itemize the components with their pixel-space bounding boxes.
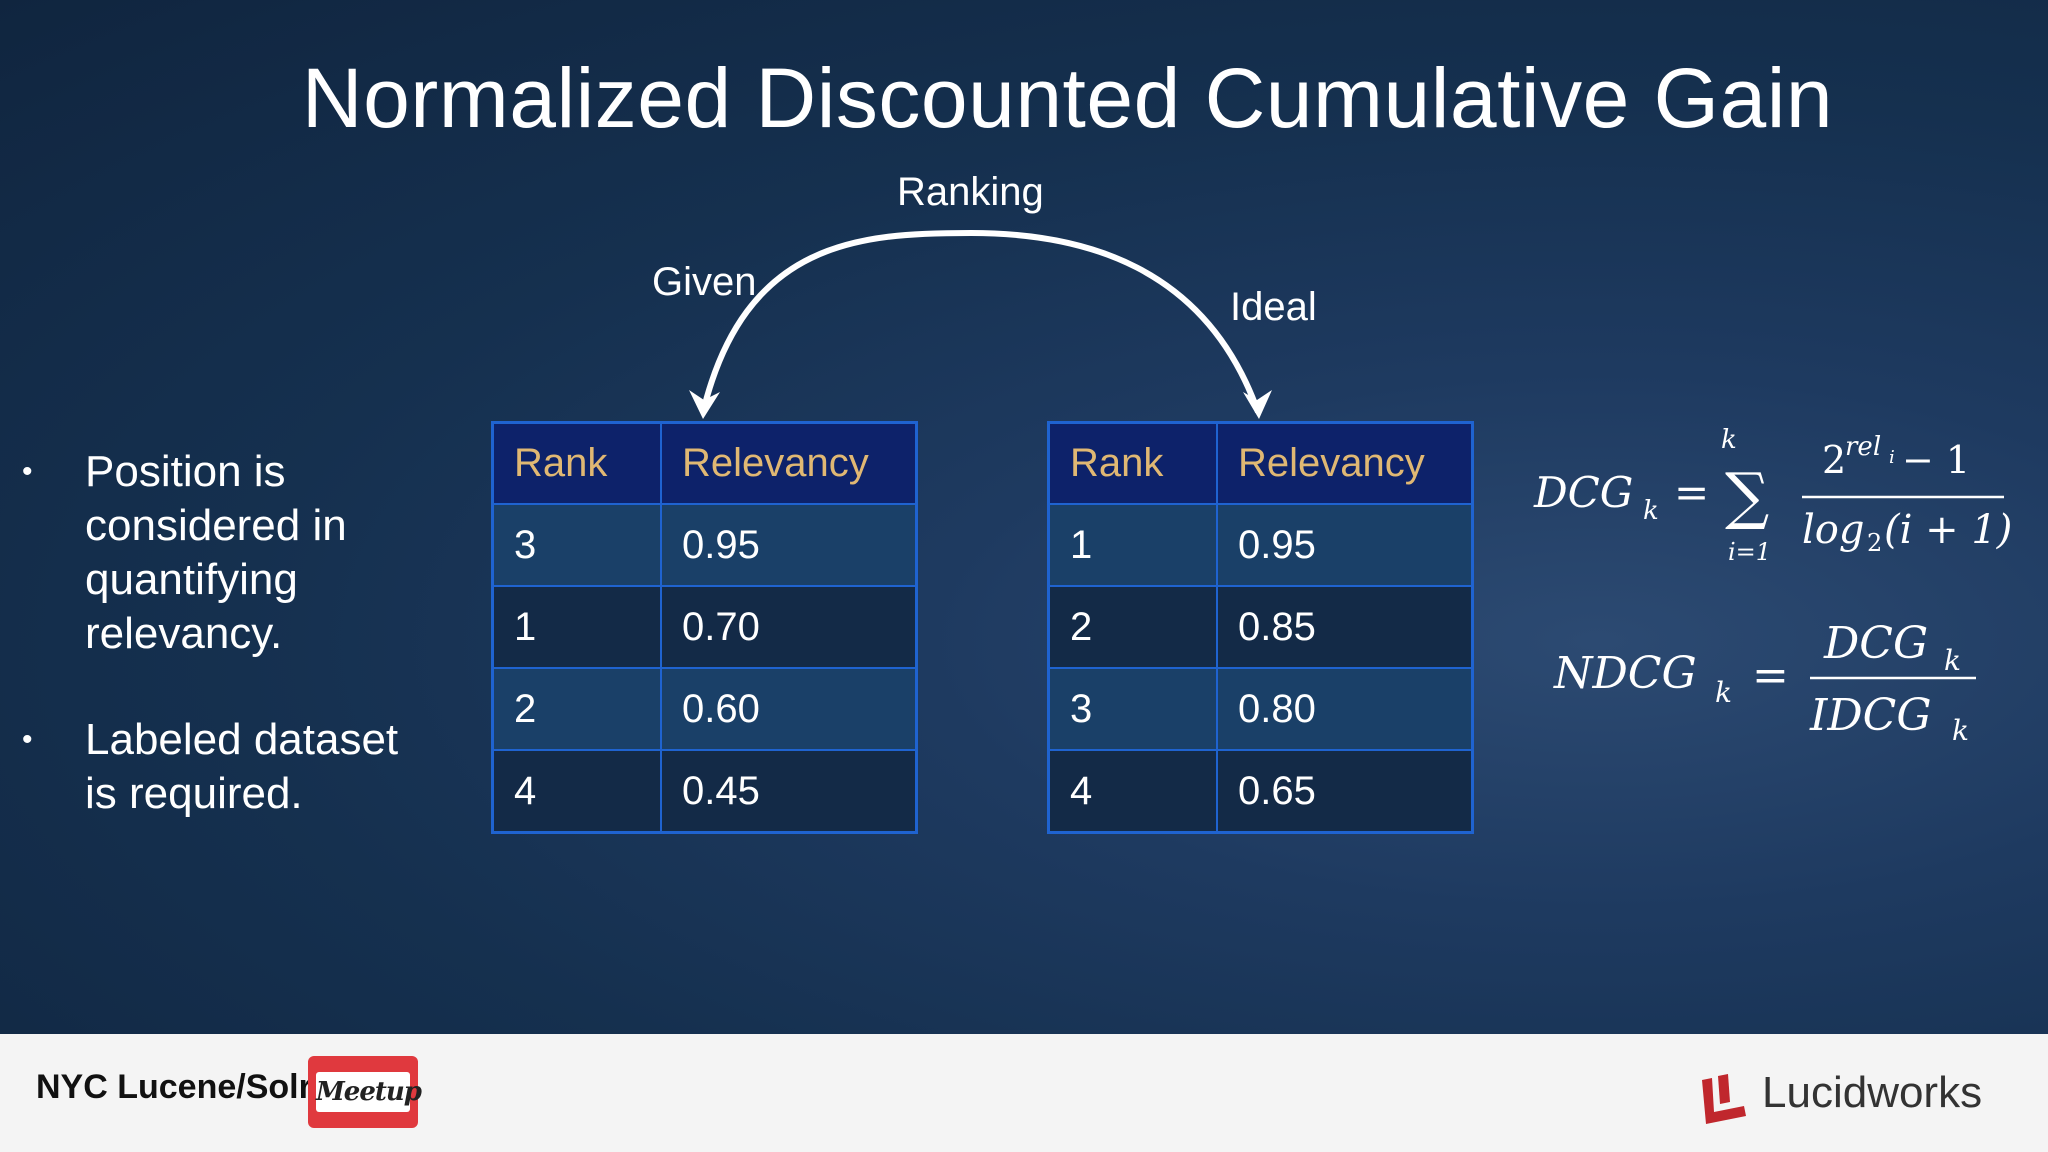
lucidworks-logo-text: Lucidworks [1762,1068,1983,1117]
ranking-label: Ranking [897,170,1044,214]
dcg-den-arg: (i + 1) [1884,507,2012,553]
meetup-logo: Meetup [308,1056,422,1128]
relevancy-cell: 0.65 [1216,749,1474,834]
dcg-sum-symbol: ∑ [1725,459,1769,532]
ideal-label: Ideal [1230,285,1317,329]
slide: Normalized Discounted Cumulative Gain Ra… [0,0,2048,1034]
bullet-text: Position is considered in quantifying re… [85,447,347,658]
relevancy-cell: 0.70 [660,585,918,669]
rank-cell: 3 [1047,667,1218,751]
table-row: 3 0.95 [491,503,918,587]
ideal-arrowhead [1243,390,1272,419]
bullet-dot: • [22,455,33,488]
bullet-list: • Position is considered in quantifying … [22,445,442,873]
dcg-sum-upper: k [1721,425,1737,455]
meetup-logo-text: Meetup [316,1072,422,1112]
dcg-num-exp-sub: i [1889,447,1895,468]
ndcg-lhs-sub: k [1715,676,1732,709]
given-label: Given [652,260,757,304]
bullet-text: Labeled dataset is required. [85,715,399,818]
header-relevancy: Relevancy [1216,421,1474,505]
bullet-dot: • [22,723,33,756]
ndcg-lhs: NDCG [1553,648,1697,699]
table-row: 2 0.60 [491,667,918,751]
slide-title: Normalized Discounted Cumulative Gain [301,51,1834,145]
rank-cell: 4 [491,749,662,834]
table-row: 4 0.45 [491,749,918,834]
dcg-den-sub: 2 [1867,529,1882,557]
ndcg-formula: NDCG k = DCG k IDCG k [1553,618,1976,747]
given-arrowhead [689,390,720,419]
dcg-den-func: log [1802,507,1864,553]
table-row: 1 0.95 [1047,503,1474,587]
relevancy-cell: 0.85 [1216,585,1474,669]
dcg-lhs: DCG [1533,468,1633,517]
dcg-equals: = [1674,468,1709,517]
dcg-formula: DCG k = k ∑ i=1 2 rel i − 1 log 2 (i + 1… [1533,425,2012,565]
rank-cell: 2 [1047,585,1218,669]
header-rank: Rank [491,421,662,505]
table-header-row: Rank Relevancy [491,421,918,505]
dcg-num-base: 2 [1822,438,1846,482]
ideal-ranking-table: Rank Relevancy 1 0.95 2 0.85 3 0.80 4 0.… [1047,421,1474,834]
lucidworks-logo-icon [1702,1074,1746,1124]
header-rank: Rank [1047,421,1218,505]
dcg-sum-lower: i=1 [1728,538,1771,565]
bullet-item: • Labeled dataset is required. [22,713,442,821]
table-row: 3 0.80 [1047,667,1474,751]
table-row: 1 0.70 [491,585,918,669]
relevancy-cell: 0.95 [660,503,918,587]
ndcg-denominator: IDCG [1809,690,1931,741]
rank-cell: 4 [1047,749,1218,834]
ranking-arc-arrow [689,229,1272,419]
footer-bar: NYC Lucene/Solr Meetup Lucidworks [0,1034,2048,1152]
given-ranking-table: Rank Relevancy 3 0.95 1 0.70 2 0.60 4 0.… [491,421,918,834]
dcg-num-exp: rel [1845,432,1881,462]
table-row: 4 0.65 [1047,749,1474,834]
table-header-row: Rank Relevancy [1047,421,1474,505]
rank-cell: 1 [1047,503,1218,587]
ndcg-numerator: DCG [1823,618,1928,669]
relevancy-cell: 0.60 [660,667,918,751]
ndcg-numerator-sub: k [1944,644,1961,677]
dcg-lhs-sub: k [1643,496,1659,526]
dcg-num-rest: − 1 [1902,438,1970,482]
rank-cell: 1 [491,585,662,669]
relevancy-cell: 0.95 [1216,503,1474,587]
rank-cell: 2 [491,667,662,751]
rank-cell: 3 [491,503,662,587]
ndcg-denominator-sub: k [1952,714,1969,747]
ndcg-equals: = [1752,650,1789,701]
meetup-name: NYC Lucene/Solr [36,1068,312,1106]
table-row: 2 0.85 [1047,585,1474,669]
bullet-item: • Position is considered in quantifying … [22,445,442,661]
relevancy-cell: 0.80 [1216,667,1474,751]
relevancy-cell: 0.45 [660,749,918,834]
header-relevancy: Relevancy [660,421,918,505]
